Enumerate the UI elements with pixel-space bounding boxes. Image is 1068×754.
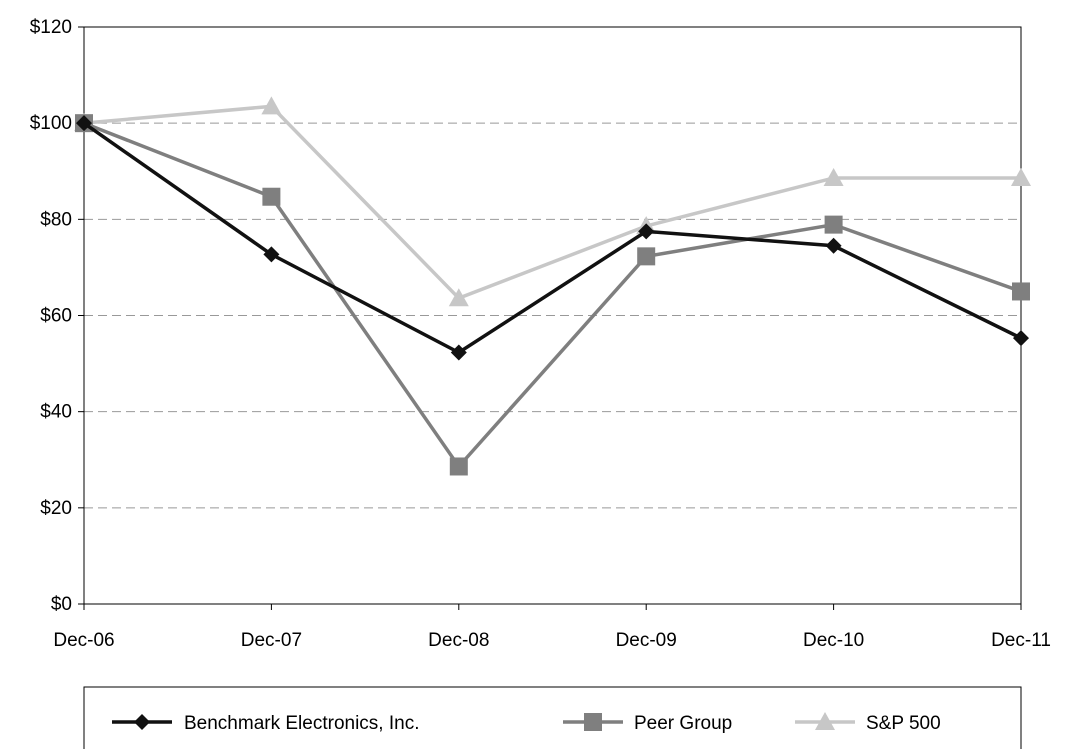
legend: Benchmark Electronics, Inc. Peer Group S&P…	[83, 686, 1022, 754]
legend-item-0: Benchmark Electronics, Inc.	[112, 713, 419, 734]
series-group	[74, 96, 1031, 476]
y-tick-label: $100	[30, 113, 72, 134]
x-axis: Dec-06 Dec-07 Dec-08 Dec-09 Dec-10 Dec-11	[53, 604, 1051, 651]
series-line	[83, 104, 1021, 301]
data-point	[76, 115, 92, 132]
legend-label: Benchmark Electronics, Inc.	[184, 713, 419, 734]
y-tick-label: $120	[30, 17, 72, 38]
data-point	[261, 96, 282, 115]
series-1	[75, 114, 1030, 476]
series-line	[82, 121, 1022, 355]
x-tick-label: Dec-09	[616, 630, 677, 651]
legend-label: Peer Group	[634, 713, 732, 734]
x-tick-label: Dec-08	[428, 630, 489, 651]
legend-label: S&P 500	[866, 713, 941, 734]
data-point	[263, 246, 280, 263]
legend-marker	[815, 712, 835, 730]
data-point	[1011, 167, 1031, 186]
x-tick-label: Dec-07	[241, 630, 302, 651]
x-tick-label: Dec-06	[53, 630, 114, 651]
data-point	[450, 344, 467, 361]
data-point	[449, 457, 468, 476]
x-tick-label: Dec-10	[803, 630, 864, 651]
data-point	[1012, 282, 1030, 301]
data-point	[824, 215, 843, 234]
legend-box	[83, 686, 1022, 754]
x-tick-label: Dec-11	[991, 630, 1051, 651]
y-tick-label: $20	[40, 498, 72, 519]
data-point	[823, 167, 844, 186]
data-point	[1013, 330, 1029, 347]
data-point	[638, 223, 655, 240]
data-point	[825, 237, 842, 254]
legend-item-2: S&P 500	[795, 712, 941, 734]
series-2	[74, 96, 1031, 307]
y-tick-label: $0	[51, 594, 72, 615]
data-point	[637, 247, 656, 266]
legend-marker	[134, 714, 150, 730]
data-point	[448, 288, 469, 307]
y-tick-label: $40	[40, 402, 72, 423]
y-tick-label: $80	[40, 209, 72, 230]
series-0	[76, 115, 1029, 361]
y-axis: $0 $20 $40 $60 $80 $100 $120	[30, 17, 84, 615]
legend-marker	[584, 713, 602, 731]
series-line	[83, 121, 1022, 470]
legend-item-1: Peer Group	[563, 713, 732, 734]
gridlines	[84, 122, 1021, 509]
y-tick-label: $60	[40, 306, 72, 327]
data-point	[262, 187, 281, 206]
